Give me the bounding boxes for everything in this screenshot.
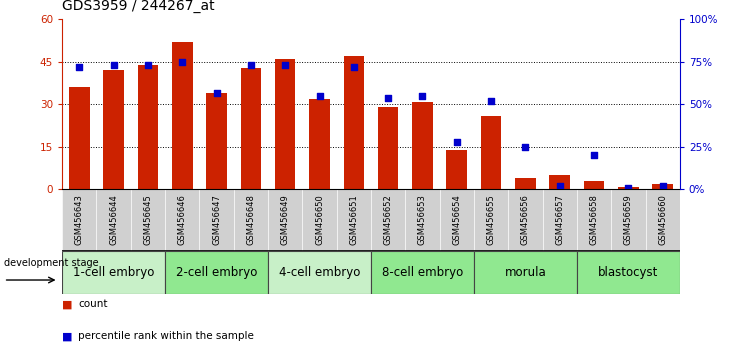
Text: GSM456652: GSM456652	[384, 194, 393, 245]
Text: percentile rank within the sample: percentile rank within the sample	[78, 331, 254, 341]
Point	[451, 139, 463, 145]
Point	[520, 144, 531, 150]
Point	[588, 153, 600, 158]
Point	[314, 93, 325, 99]
Bar	[303, 189, 337, 251]
Text: GSM456653: GSM456653	[418, 194, 427, 245]
Bar	[584, 181, 605, 189]
Bar	[131, 189, 165, 251]
Bar	[508, 189, 542, 251]
Bar	[103, 70, 124, 189]
Text: count: count	[78, 299, 107, 309]
Text: blastocyst: blastocyst	[598, 266, 659, 279]
Point	[107, 63, 119, 68]
Bar	[268, 189, 303, 251]
Bar	[240, 68, 261, 189]
Text: GSM456658: GSM456658	[589, 194, 599, 245]
Text: 8-cell embryo: 8-cell embryo	[382, 266, 463, 279]
Bar	[371, 251, 474, 294]
Text: ■: ■	[62, 299, 72, 309]
Text: ■: ■	[62, 331, 72, 341]
Bar	[577, 251, 680, 294]
Bar	[268, 251, 371, 294]
Point	[142, 63, 154, 68]
Bar	[165, 251, 268, 294]
Text: 2-cell embryo: 2-cell embryo	[176, 266, 257, 279]
Bar	[412, 102, 433, 189]
Text: GSM456644: GSM456644	[109, 194, 118, 245]
Bar	[69, 87, 90, 189]
Bar	[206, 93, 227, 189]
Point	[176, 59, 188, 65]
Bar	[542, 189, 577, 251]
Text: GSM456655: GSM456655	[487, 194, 496, 245]
Text: GSM456654: GSM456654	[452, 194, 461, 245]
Point	[417, 93, 428, 99]
Bar	[474, 189, 508, 251]
Bar	[62, 189, 96, 251]
Bar	[515, 178, 536, 189]
Bar	[378, 107, 398, 189]
Text: morula: morula	[504, 266, 546, 279]
Bar	[550, 175, 570, 189]
Point	[348, 64, 360, 70]
Bar	[234, 189, 268, 251]
Text: GSM456646: GSM456646	[178, 194, 186, 245]
Bar	[447, 150, 467, 189]
Point	[279, 63, 291, 68]
Bar	[200, 189, 234, 251]
Bar	[371, 189, 405, 251]
Text: GSM456650: GSM456650	[315, 194, 324, 245]
Bar	[618, 187, 639, 189]
Bar	[474, 251, 577, 294]
Point	[623, 185, 635, 190]
Bar	[137, 65, 158, 189]
Bar	[577, 189, 611, 251]
Bar	[481, 116, 501, 189]
Text: GSM456659: GSM456659	[624, 194, 633, 245]
Bar	[165, 189, 200, 251]
Text: GSM456647: GSM456647	[212, 194, 221, 245]
Bar	[405, 189, 439, 251]
Point	[382, 95, 394, 101]
Bar	[337, 189, 371, 251]
Text: GSM456649: GSM456649	[281, 194, 289, 245]
Bar	[645, 189, 680, 251]
Bar	[309, 99, 330, 189]
Bar	[439, 189, 474, 251]
Bar	[62, 251, 165, 294]
Text: GSM456656: GSM456656	[521, 194, 530, 245]
Text: GDS3959 / 244267_at: GDS3959 / 244267_at	[62, 0, 215, 13]
Point	[485, 98, 497, 104]
Bar	[275, 59, 295, 189]
Bar	[172, 42, 192, 189]
Point	[211, 90, 222, 95]
Point	[657, 183, 669, 189]
Text: GSM456645: GSM456645	[143, 194, 153, 245]
Text: GSM456651: GSM456651	[349, 194, 358, 245]
Point	[73, 64, 85, 70]
Text: GSM456660: GSM456660	[658, 194, 667, 245]
Bar	[652, 184, 673, 189]
Point	[554, 183, 566, 189]
Text: 4-cell embryo: 4-cell embryo	[279, 266, 360, 279]
Point	[245, 63, 257, 68]
Text: GSM456657: GSM456657	[556, 194, 564, 245]
Text: 1-cell embryo: 1-cell embryo	[73, 266, 154, 279]
Text: development stage: development stage	[4, 258, 98, 268]
Bar	[344, 56, 364, 189]
Text: GSM456643: GSM456643	[75, 194, 84, 245]
Bar	[611, 189, 645, 251]
Bar	[96, 189, 131, 251]
Text: GSM456648: GSM456648	[246, 194, 255, 245]
